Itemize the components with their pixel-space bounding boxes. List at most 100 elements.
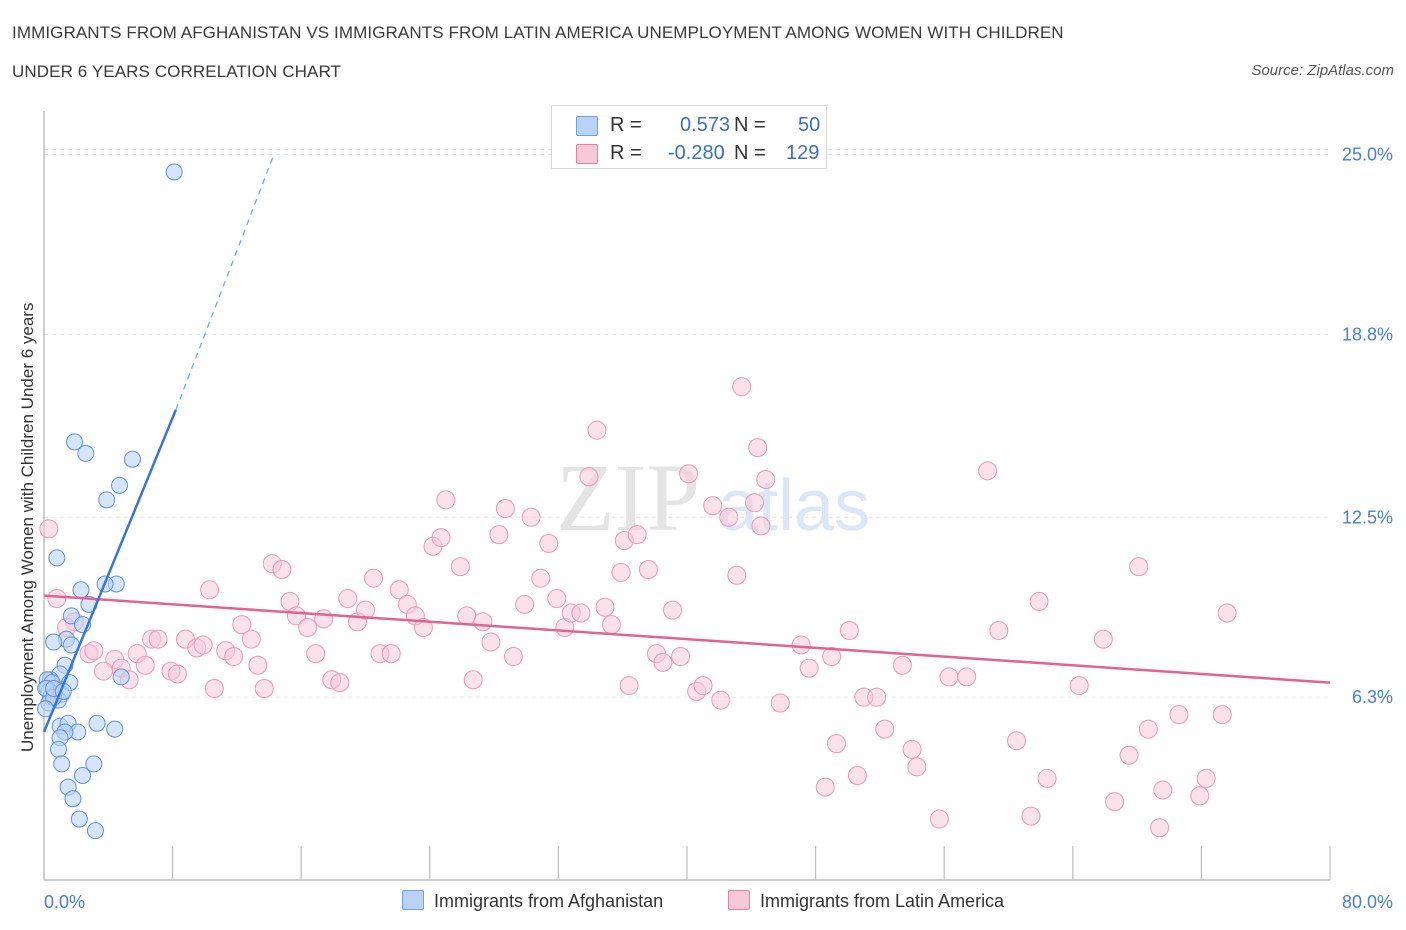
axes — [43, 111, 1331, 881]
afghanistan-point — [98, 491, 116, 509]
latin-america-point — [93, 661, 113, 681]
x-tick-label-max: 80.0% — [1342, 892, 1393, 912]
latin-america-point — [193, 635, 213, 655]
latin-america-point — [847, 766, 867, 786]
latin-america-point — [595, 597, 615, 617]
trend-lines — [42, 154, 1331, 733]
latin-america-point — [84, 641, 104, 661]
latin-america-point — [1037, 768, 1057, 788]
y-tick-label: 6.3% — [1352, 687, 1393, 707]
latin-america-point — [413, 618, 433, 638]
afghanistan-trend-extension — [175, 154, 275, 411]
afghanistan-point — [74, 767, 92, 785]
legend-n-value-afghanistan: 50 — [798, 114, 821, 136]
latin-america-point — [1069, 676, 1089, 696]
latin-america-point — [200, 580, 220, 600]
latin-america-point — [611, 562, 631, 582]
latin-america-point — [241, 629, 261, 649]
latin-america-point — [39, 519, 59, 539]
bottom-legend-label-latin-america: Immigrants from Latin America — [760, 891, 1005, 911]
latin-america-point — [515, 594, 535, 614]
legend-r-label: R = — [610, 114, 642, 136]
legend-r-value-latin-america: -0.280 — [668, 142, 725, 164]
legend-n-label: N = — [734, 142, 766, 164]
y-axis-label: Unemployment Among Women with Children U… — [18, 302, 37, 752]
latin-america-point — [431, 528, 451, 548]
bottom-legend-label-afghanistan: Immigrants from Afghanistan — [434, 891, 664, 911]
source-label: Source: ZipAtlas.com — [1251, 62, 1394, 79]
latin-america-point — [1169, 705, 1189, 725]
afghanistan-trend-line — [42, 409, 177, 733]
latin-america-point — [671, 647, 691, 667]
latin-america-point — [457, 606, 477, 626]
afghanistan-point — [62, 607, 80, 625]
latin-america-point — [338, 589, 358, 609]
x-tick-label-min: 0.0% — [44, 892, 85, 912]
latin-america-point — [436, 490, 456, 510]
afghanistan-point — [111, 476, 129, 494]
latin-america-point — [148, 629, 168, 649]
latin-america-point — [679, 464, 699, 484]
afghanistan-point — [53, 755, 71, 773]
latin-america-point — [822, 647, 842, 667]
latin-america-point — [1212, 705, 1232, 725]
latin-america-point — [907, 757, 927, 777]
latin-america-point — [638, 559, 658, 579]
latin-america-point — [732, 377, 752, 397]
bottom-legend-afghanistan: Immigrants from Afghanistan — [402, 890, 663, 912]
afghanistan-point — [106, 720, 124, 738]
latin-america-point — [1150, 818, 1170, 838]
latin-america-point — [547, 589, 567, 609]
latin-america-point — [693, 676, 713, 696]
latin-america-point — [47, 589, 67, 609]
latin-america-point — [703, 496, 723, 516]
latin-america-point — [1007, 731, 1027, 751]
afghanistan-point — [123, 450, 141, 468]
latin-america-point — [902, 739, 922, 759]
afghanistan-point — [165, 163, 183, 181]
y-tick-label: 12.5% — [1342, 507, 1393, 527]
latin-america-point — [892, 655, 912, 675]
latin-america-point — [495, 499, 515, 519]
correlation-legend: R = 0.573 N = 50 R = -0.280 N = 129 — [551, 105, 827, 169]
latin-america-point — [539, 533, 559, 553]
latin-america-point — [957, 667, 977, 687]
latin-america-point — [330, 673, 350, 693]
latin-america-point — [619, 676, 639, 696]
latin-america-point — [745, 493, 765, 513]
latin-america-point — [751, 516, 771, 536]
tick-labels: 6.3% 12.5% 18.8% 25.0% 0.0% 80.0% — [44, 145, 1393, 912]
latin-america-point — [799, 658, 819, 678]
latin-america-point — [254, 678, 274, 698]
watermark-atlas: atlas — [718, 466, 870, 546]
series-latin-america-points — [39, 377, 1237, 838]
legend-swatch-afghanistan — [576, 116, 598, 136]
y-tick-label: 18.8% — [1342, 324, 1393, 344]
latin-america-point — [939, 667, 959, 687]
latin-america-point — [711, 690, 731, 710]
latin-america-point — [727, 565, 747, 585]
latin-america-point — [627, 525, 647, 545]
latin-america-point — [298, 618, 318, 638]
bottom-legend-swatch-latin-america — [728, 890, 750, 910]
latin-america-point — [135, 655, 155, 675]
latin-america-point — [481, 632, 501, 652]
latin-america-point — [224, 647, 244, 667]
latin-america-point — [770, 693, 790, 713]
latin-america-point — [663, 600, 683, 620]
latin-america-point — [978, 461, 998, 481]
legend-swatch-latin-america — [576, 144, 598, 164]
latin-america-point — [579, 467, 599, 487]
latin-america-point — [989, 620, 1009, 640]
latin-america-point — [875, 719, 895, 739]
latin-america-point — [756, 470, 776, 490]
latin-america-point — [232, 615, 252, 635]
latin-america-point — [601, 615, 621, 635]
latin-america-point — [1196, 768, 1216, 788]
latin-america-point — [1093, 629, 1113, 649]
legend-n-label: N = — [734, 114, 766, 136]
latin-america-point — [587, 420, 607, 440]
latin-america-point — [791, 635, 811, 655]
afghanistan-point — [72, 581, 90, 599]
